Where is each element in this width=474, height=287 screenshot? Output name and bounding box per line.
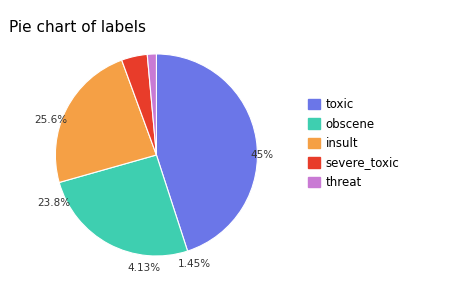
Wedge shape: [156, 54, 257, 251]
Text: 1.45%: 1.45%: [178, 259, 211, 269]
Text: 23.8%: 23.8%: [37, 199, 70, 208]
Text: Pie chart of labels: Pie chart of labels: [9, 20, 146, 35]
Text: 25.6%: 25.6%: [34, 115, 67, 125]
Wedge shape: [55, 60, 156, 183]
Text: 45%: 45%: [251, 150, 274, 160]
Wedge shape: [147, 54, 156, 155]
Wedge shape: [122, 54, 156, 155]
Text: 4.13%: 4.13%: [128, 263, 161, 273]
Legend: toxic, obscene, insult, severe_toxic, threat: toxic, obscene, insult, severe_toxic, th…: [304, 94, 403, 193]
Wedge shape: [59, 155, 188, 256]
